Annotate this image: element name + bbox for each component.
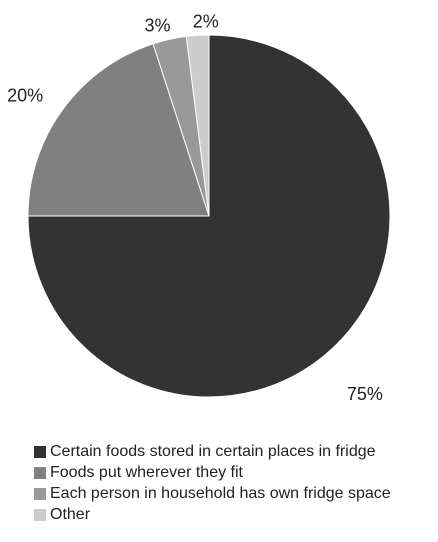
legend-item: Certain foods stored in certain places i… bbox=[34, 441, 391, 462]
slice-value-label: 2% bbox=[193, 11, 219, 31]
legend-item: Foods put wherever they fit bbox=[34, 462, 391, 483]
slice-value-label: 3% bbox=[144, 16, 170, 36]
slice-value-label: 20% bbox=[7, 86, 43, 106]
pie-slice bbox=[185, 34, 210, 217]
chart-legend: Certain foods stored in certain places i… bbox=[34, 441, 391, 525]
legend-swatch bbox=[34, 508, 46, 521]
slice-value-label: 75% bbox=[347, 384, 383, 404]
slice-labels: 75% 20% 3% 2% bbox=[7, 11, 383, 404]
pie-slice bbox=[27, 43, 210, 217]
legend-label: Foods put wherever they fit bbox=[50, 463, 243, 481]
pie-slices bbox=[27, 34, 391, 398]
pie-chart: 75% 20% 3% 2% bbox=[7, 11, 391, 404]
legend-label: Certain foods stored in certain places i… bbox=[50, 442, 376, 460]
legend-swatch bbox=[34, 445, 46, 458]
pie-slice bbox=[27, 34, 391, 398]
legend-label: Each person in household has own fridge … bbox=[50, 484, 391, 502]
legend-swatch bbox=[34, 466, 46, 479]
legend-item: Each person in household has own fridge … bbox=[34, 483, 391, 504]
legend-label: Other bbox=[50, 505, 91, 523]
legend-swatch bbox=[34, 487, 46, 500]
legend-item: Other bbox=[34, 504, 391, 525]
